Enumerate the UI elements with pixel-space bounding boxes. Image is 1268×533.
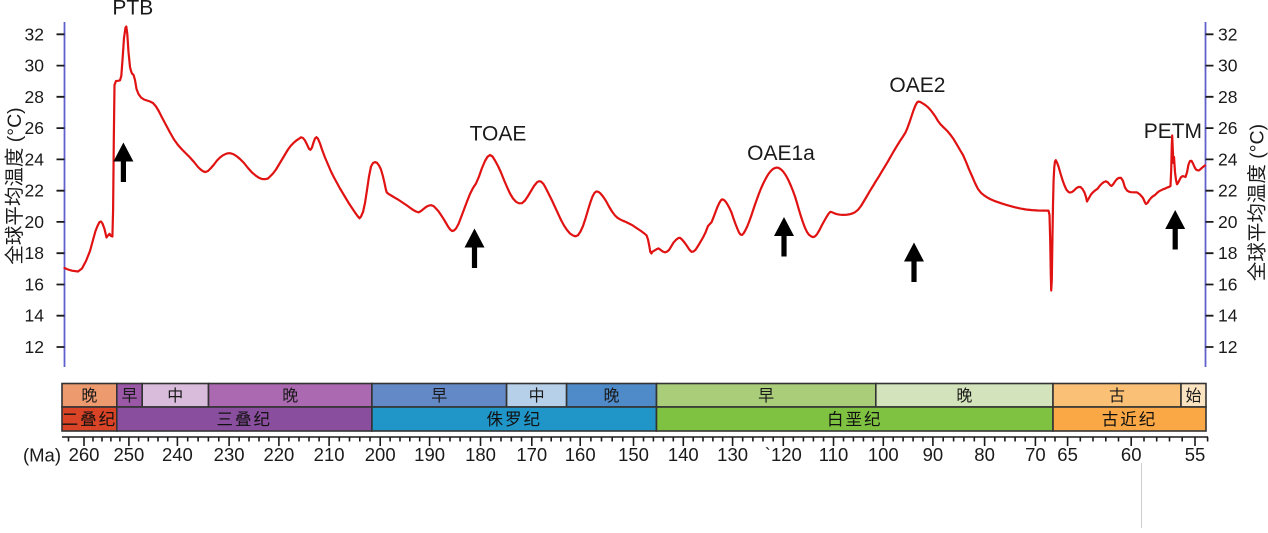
svg-text:全球平均温度 (°C): 全球平均温度 (°C) bbox=[4, 107, 26, 264]
svg-text:190: 190 bbox=[414, 444, 445, 465]
svg-text:32: 32 bbox=[1218, 24, 1237, 44]
svg-text:210: 210 bbox=[314, 444, 345, 465]
svg-text:28: 28 bbox=[25, 87, 44, 107]
svg-text:PETM: PETM bbox=[1144, 120, 1202, 143]
svg-text:始: 始 bbox=[1185, 387, 1201, 405]
svg-text:晚: 晚 bbox=[956, 387, 972, 405]
svg-text:二叠纪: 二叠纪 bbox=[62, 410, 118, 429]
svg-text:古: 古 bbox=[1109, 387, 1125, 405]
svg-text:70: 70 bbox=[1025, 444, 1046, 465]
svg-text:180: 180 bbox=[465, 444, 496, 465]
svg-text:100: 100 bbox=[868, 444, 899, 465]
svg-text:全球平均温度 (°C): 全球平均温度 (°C) bbox=[1247, 124, 1268, 281]
svg-text:26: 26 bbox=[25, 118, 44, 138]
svg-text:200: 200 bbox=[365, 444, 396, 465]
svg-text:65: 65 bbox=[1057, 444, 1078, 465]
svg-text:80: 80 bbox=[974, 444, 995, 465]
svg-text:14: 14 bbox=[25, 306, 45, 326]
svg-text:250: 250 bbox=[113, 444, 144, 465]
svg-text:12: 12 bbox=[1218, 337, 1237, 357]
svg-text:55: 55 bbox=[1185, 444, 1206, 465]
svg-text:PTB: PTB bbox=[112, 0, 153, 20]
svg-text:TOAE: TOAE bbox=[470, 123, 527, 146]
svg-text:30: 30 bbox=[1218, 56, 1238, 76]
svg-text:14: 14 bbox=[1218, 306, 1238, 326]
svg-text:26: 26 bbox=[1218, 118, 1237, 138]
svg-text:18: 18 bbox=[25, 243, 44, 263]
svg-text:20: 20 bbox=[1218, 212, 1238, 232]
svg-text:中: 中 bbox=[167, 387, 183, 405]
svg-text:18: 18 bbox=[1218, 243, 1237, 263]
svg-text:中: 中 bbox=[529, 387, 545, 405]
svg-text:早: 早 bbox=[121, 388, 137, 405]
svg-text:170: 170 bbox=[516, 444, 547, 465]
svg-text:OAE2: OAE2 bbox=[889, 74, 945, 97]
svg-text:OAE1a: OAE1a bbox=[747, 142, 815, 165]
svg-text:220: 220 bbox=[263, 444, 294, 465]
svg-text:240: 240 bbox=[162, 444, 193, 465]
svg-text:16: 16 bbox=[25, 275, 44, 295]
svg-text:22: 22 bbox=[25, 181, 44, 201]
svg-text:(Ma): (Ma) bbox=[23, 445, 61, 466]
svg-text:20: 20 bbox=[25, 212, 45, 232]
svg-text:早: 早 bbox=[758, 388, 774, 405]
svg-text:22: 22 bbox=[1218, 181, 1237, 201]
svg-text:260: 260 bbox=[69, 444, 100, 465]
svg-text:24: 24 bbox=[25, 149, 45, 169]
svg-text:24: 24 bbox=[1218, 149, 1238, 169]
svg-text:早: 早 bbox=[431, 388, 447, 405]
svg-text:230: 230 bbox=[214, 444, 245, 465]
svg-text:16: 16 bbox=[1218, 275, 1237, 295]
svg-text:12: 12 bbox=[25, 337, 44, 357]
svg-text:晚: 晚 bbox=[282, 387, 298, 405]
svg-text:150: 150 bbox=[618, 444, 649, 465]
svg-text:32: 32 bbox=[25, 24, 44, 44]
svg-text:侏罗纪: 侏罗纪 bbox=[486, 410, 542, 429]
svg-text:130: 130 bbox=[717, 444, 748, 465]
svg-text:晚: 晚 bbox=[603, 387, 619, 405]
svg-text:28: 28 bbox=[1218, 87, 1237, 107]
svg-text:60: 60 bbox=[1121, 444, 1142, 465]
svg-text:古近纪: 古近纪 bbox=[1102, 410, 1158, 429]
svg-text:白垩纪: 白垩纪 bbox=[827, 410, 883, 429]
svg-text:110: 110 bbox=[819, 444, 849, 465]
svg-text:160: 160 bbox=[565, 444, 596, 465]
svg-text:`120: `120 bbox=[765, 444, 802, 465]
svg-text:晚: 晚 bbox=[81, 387, 97, 405]
svg-text:90: 90 bbox=[923, 444, 944, 465]
svg-text:140: 140 bbox=[668, 444, 699, 465]
svg-text:三叠纪: 三叠纪 bbox=[217, 410, 273, 429]
svg-text:30: 30 bbox=[25, 56, 45, 76]
